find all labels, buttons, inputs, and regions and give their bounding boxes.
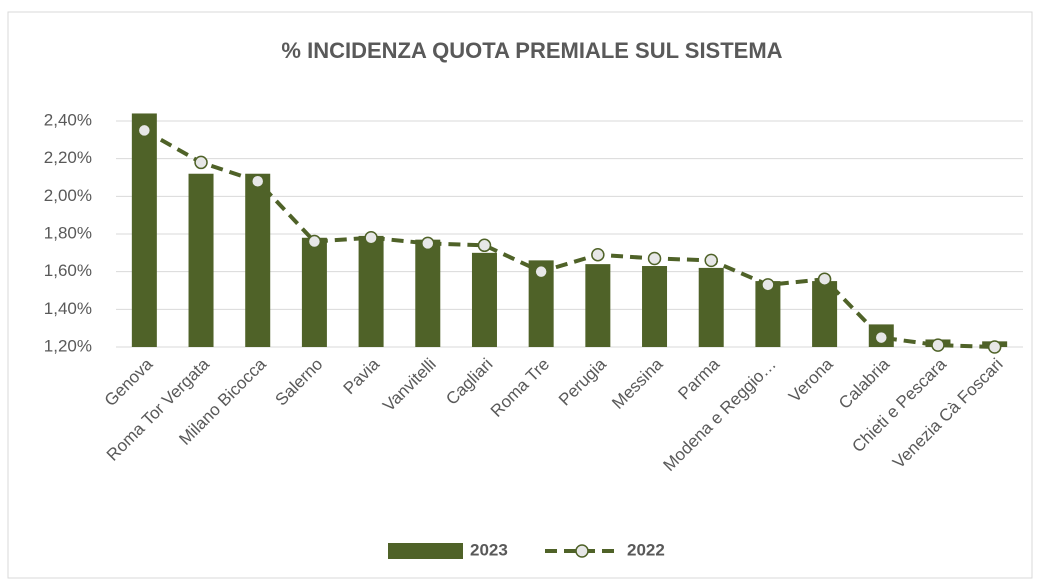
y-tick-label: 1,60% [44, 261, 92, 280]
line-marker [817, 272, 832, 286]
legend-label: 2023 [470, 540, 508, 559]
line-marker [591, 247, 605, 262]
line-marker [364, 231, 378, 245]
bar [755, 281, 781, 347]
bar [301, 237, 327, 347]
line-marker [194, 155, 208, 170]
bar [642, 266, 668, 347]
line-marker [987, 340, 1002, 354]
bar [188, 173, 214, 347]
y-tick-label: 2,00% [44, 186, 92, 205]
legend-marker [575, 544, 589, 558]
y-tick-label: 1,80% [44, 223, 92, 242]
line-marker [137, 123, 152, 138]
y-tick-label: 2,20% [44, 148, 92, 167]
bar [471, 252, 497, 347]
line-marker [704, 253, 718, 268]
y-tick-label: 1,20% [44, 336, 92, 355]
line-marker [421, 236, 435, 251]
line-marker [874, 330, 889, 345]
line-marker [647, 251, 662, 266]
chart-border [7, 11, 1033, 579]
line-marker [250, 174, 265, 189]
line-marker [761, 278, 775, 292]
bar [812, 281, 838, 347]
y-tick-label: 2,40% [44, 110, 92, 129]
bar [415, 239, 441, 347]
chart-title: % INCIDENZA QUOTA PREMIALE SUL SISTEMA [281, 38, 782, 63]
bar [131, 113, 157, 347]
bar [585, 264, 611, 347]
legend-label: 2022 [627, 540, 665, 559]
line-marker [477, 238, 492, 253]
y-tick-label: 1,40% [44, 299, 92, 318]
bar [698, 267, 724, 347]
line-marker [307, 234, 322, 249]
bar [245, 173, 271, 347]
legend-swatch [388, 543, 463, 559]
line-marker [534, 264, 548, 279]
bar [358, 235, 384, 347]
line-marker [931, 338, 945, 352]
